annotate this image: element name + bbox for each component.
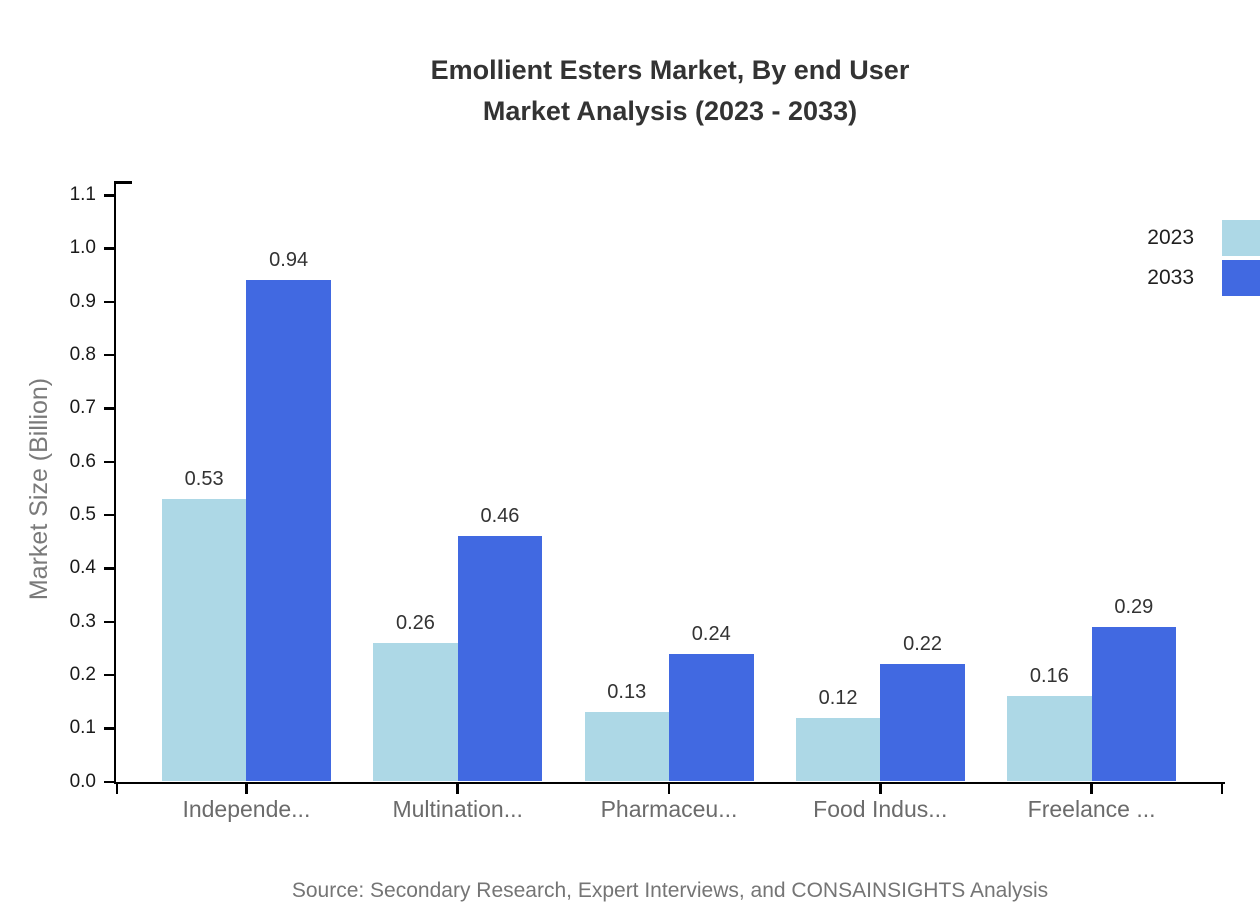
y-tick-label: 0.6 [69,450,96,472]
x-category-label: Independe... [182,795,311,822]
y-tick-mark [103,780,114,783]
x-tick-mark [1090,784,1093,794]
x-tick-mark [115,784,119,794]
bar-2033-3[interactable] [669,653,754,782]
y-tick-mark [103,567,114,570]
legend-label-2033: 2033 [1147,266,1194,289]
chart-title: Emollient Esters Market, By end User Mar… [80,50,1260,132]
y-tick-label: 0.5 [69,503,96,525]
y-tick-label: 0.0 [69,770,96,792]
x-category-label: Pharmaceu... [600,795,738,822]
x-tick-mark [667,784,671,794]
y-tick-label: 0.3 [69,610,96,632]
y-tick-mark [103,620,114,624]
y-tick-mark [103,300,114,304]
bar-value-label: 0.46 [480,505,520,528]
x-category-label: Freelance ... [1027,795,1156,822]
x-axis-line [113,781,1225,784]
bar-2033-5[interactable] [1091,626,1177,782]
legend-swatch-2023[interactable] [1222,220,1260,256]
bar-value-label: 0.12 [818,686,858,709]
x-tick-mark [879,784,882,794]
y-tick-mark [103,194,114,197]
y-tick-label: 0.4 [69,557,96,579]
y-tick-mark [103,727,114,730]
y-axis-end-tick [116,181,132,184]
bar-value-label: 0.29 [1114,595,1154,618]
bar-value-label: 0.26 [395,611,435,634]
y-tick-mark [103,247,114,250]
y-axis-title: Market Size (Billion) [25,377,53,601]
bar-2023-5[interactable] [1007,696,1092,782]
bar-2033-4[interactable] [880,664,965,782]
x-tick-mark [1220,784,1224,794]
y-tick-label: 0.8 [69,343,96,365]
y-axis-line [113,181,116,784]
y-tick-mark [103,460,114,464]
y-tick-label: 0.9 [69,290,96,312]
legend-label-2023: 2023 [1147,226,1194,249]
y-tick-label: 1.1 [69,184,96,205]
x-category-label: Multination... [392,795,523,822]
bar-value-label: 0.24 [691,622,731,645]
bar-2023-3[interactable] [584,712,669,782]
source-note: Source: Secondary Research, Expert Inter… [291,879,1049,902]
y-tick-label: 1.0 [69,237,96,259]
y-tick-mark [103,353,114,357]
bar-2033-2[interactable] [457,536,543,782]
bar-value-label: 0.94 [269,249,309,272]
y-tick-label: 0.2 [69,663,96,685]
bar-value-label: 0.16 [1029,665,1069,688]
bar-2023-4[interactable] [795,717,881,782]
x-tick-mark [456,784,459,794]
bar-2023-1[interactable] [161,498,247,782]
bar-2023-2[interactable] [373,642,458,782]
chart-title-line2: Market Analysis (2023 - 2033) [482,96,858,126]
bar-2033-1[interactable] [246,280,331,782]
chart-title-line1: Emollient Esters Market, By end User [430,55,910,85]
y-tick-label: 0.7 [69,397,96,419]
legend-swatch-2033[interactable] [1222,260,1260,296]
x-tick-mark [245,784,248,794]
y-tick-label: 0.1 [69,717,96,739]
x-category-label: Food Indus... [813,795,948,822]
y-tick-mark [103,673,114,677]
bar-value-label: 0.13 [607,681,647,704]
bar-value-label: 0.53 [184,467,224,490]
y-tick-mark [103,513,114,517]
y-tick-mark [103,407,114,410]
bar-value-label: 0.22 [903,633,943,656]
